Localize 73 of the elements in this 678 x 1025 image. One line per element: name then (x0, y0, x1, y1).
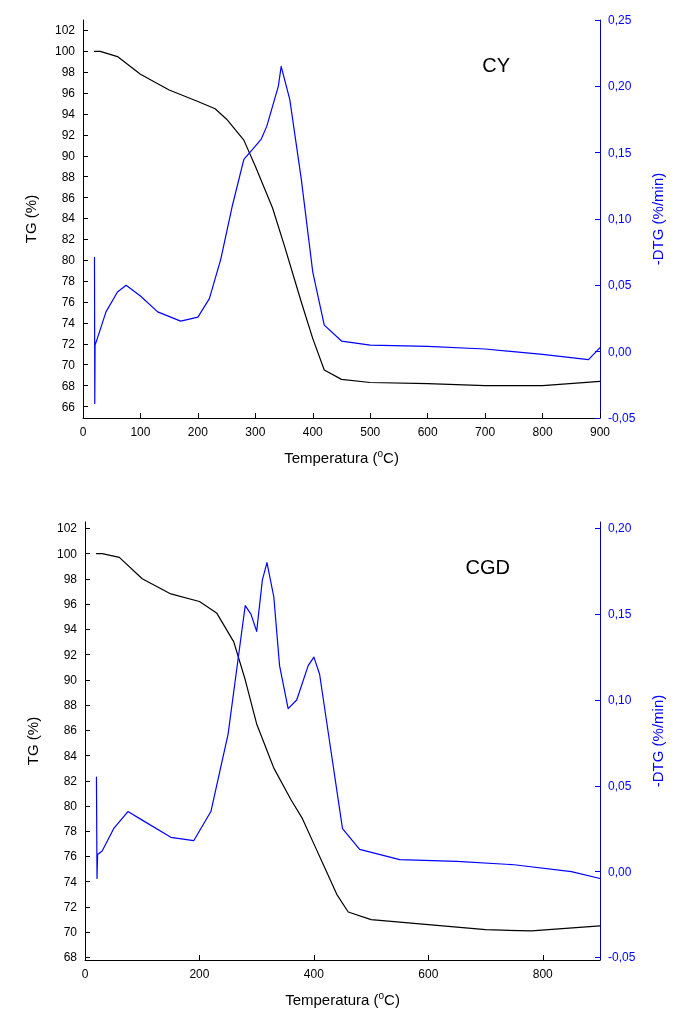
y-tick-label: 78 (61, 274, 76, 289)
y2-tick-label: 0,10 (608, 212, 632, 226)
y2-tick-label: 0,20 (608, 79, 632, 94)
x-tick-label: 900 (589, 425, 611, 439)
y-tick-label: 76 (63, 849, 78, 864)
y-tick-label: 70 (63, 925, 78, 940)
y-tick-label: 96 (63, 597, 78, 612)
x-tick-label: 100 (130, 425, 151, 439)
y-tick-label: 90 (63, 672, 78, 687)
y-tick-label: 74 (63, 874, 78, 889)
y-tick-label: 80 (61, 253, 76, 268)
x-tick-label: 0 (79, 425, 87, 439)
y-tick-label: 96 (61, 86, 76, 101)
x-tick-label: 600 (418, 967, 439, 981)
x-tick-label: 800 (532, 425, 553, 439)
x-tick-label: 0 (81, 967, 89, 981)
y-tick-label: 74 (61, 315, 76, 330)
y-tick-label: 72 (61, 336, 76, 351)
y-tick-label: 100 (56, 546, 78, 561)
y-tick-label: 90 (61, 148, 76, 163)
y-tick-label: 88 (63, 698, 78, 713)
y-tick-label: 102 (54, 23, 76, 38)
y-tick-label: 70 (61, 357, 76, 372)
y-tick-label: 68 (61, 378, 76, 393)
y-tick-label: 94 (63, 622, 78, 637)
annotation: CGD (465, 556, 511, 578)
y-tick-label: 84 (63, 748, 78, 763)
y-tick-label: 86 (61, 190, 76, 205)
y2-tick-label: 0,25 (608, 13, 632, 27)
y-tick-label: 92 (61, 127, 76, 142)
x-tick-label: 400 (303, 967, 325, 981)
y-axis-title: TG (%) (22, 194, 39, 244)
y2-tick-label: 0,05 (608, 278, 632, 293)
y-tick-label: 100 (54, 44, 76, 59)
y-tick-label: 98 (63, 571, 78, 586)
y-tick-label: 102 (56, 521, 78, 536)
y-tick-label: 94 (61, 107, 76, 122)
y-tick-label: 86 (63, 723, 78, 738)
x-tick-label: 200 (189, 967, 210, 981)
y2-tick-label: 0,05 (608, 778, 632, 793)
y2-tick-label: -0,05 (608, 950, 636, 965)
x-tick-label: 300 (245, 425, 266, 439)
y2-tick-label: 0,00 (608, 864, 632, 879)
y-tick-label: 88 (61, 169, 76, 184)
y-tick-label: 98 (61, 65, 76, 80)
y-tick-label: 82 (63, 773, 78, 788)
y-tick-label: 76 (61, 295, 76, 310)
y-tick-label: 68 (63, 950, 78, 965)
y2-tick-label: 0,15 (608, 607, 632, 622)
y2-tick-label: 0,15 (608, 145, 632, 160)
y2-tick-label: -0,05 (608, 411, 636, 425)
x-tick-label: 200 (187, 425, 209, 439)
y2-tick-label: 0,10 (608, 692, 632, 707)
x-tick-label: 600 (417, 425, 438, 439)
y-tick-label: 78 (63, 824, 78, 839)
annotation: CY (482, 54, 511, 76)
line-series (95, 562, 601, 880)
y-tick-label: 66 (61, 399, 76, 414)
y2-axis-title: -DTG (%/min) (649, 172, 666, 266)
y-tick-label: 80 (63, 799, 78, 814)
y-tick-label: 72 (63, 899, 78, 914)
y2-axis-title: -DTG (%/min) (649, 694, 666, 788)
x-tick-label: 500 (360, 425, 381, 439)
y-tick-label: 92 (63, 647, 78, 662)
y2-tick-label: 0,20 (608, 521, 632, 536)
x-tick-label: 800 (532, 967, 554, 981)
x-tick-label: 700 (475, 425, 496, 439)
y2-tick-label: 0,00 (608, 344, 632, 359)
line-series (95, 552, 601, 932)
y-tick-label: 84 (61, 211, 76, 226)
y-axis-title: TG (%) (24, 716, 41, 766)
y-tick-label: 82 (61, 232, 76, 247)
x-tick-label: 400 (302, 425, 324, 439)
